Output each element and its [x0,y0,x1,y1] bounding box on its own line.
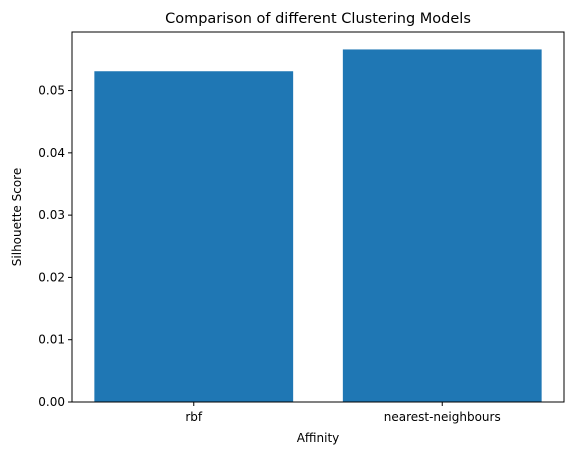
x-tick-label: nearest-neighbours [384,410,501,424]
y-tick-label: 0.05 [38,84,65,98]
bar-nearest-neighbours [342,49,542,403]
chart-title: Comparison of different Clustering Model… [165,11,471,27]
y-tick-label: 0.00 [38,395,65,409]
axes-frame [71,31,565,403]
y-tick-label: 0.03 [38,208,65,222]
plot-area: rbf nearest-neighbours 0.00 0.01 0.02 0.03 0.0… [38,49,542,424]
bar-rbf [94,71,294,402]
y-axis-label: Silhouette Score [10,168,24,266]
x-tick-label: rbf [185,410,203,424]
x-axis-label: Affinity [297,431,340,445]
y-tick-label: 0.02 [38,270,65,284]
y-tick-label: 0.01 [38,333,65,347]
y-tick-label: 0.04 [38,146,65,160]
